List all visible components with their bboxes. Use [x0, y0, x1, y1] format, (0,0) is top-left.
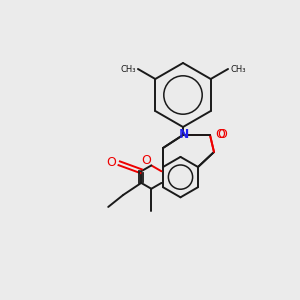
- Text: N: N: [178, 128, 188, 142]
- Text: O: O: [217, 128, 227, 142]
- Text: O: O: [141, 154, 151, 167]
- Text: CH₃: CH₃: [230, 64, 245, 74]
- Text: O: O: [215, 128, 225, 140]
- Text: CH₃: CH₃: [121, 64, 136, 74]
- Text: O: O: [106, 156, 116, 169]
- Text: N: N: [179, 128, 189, 140]
